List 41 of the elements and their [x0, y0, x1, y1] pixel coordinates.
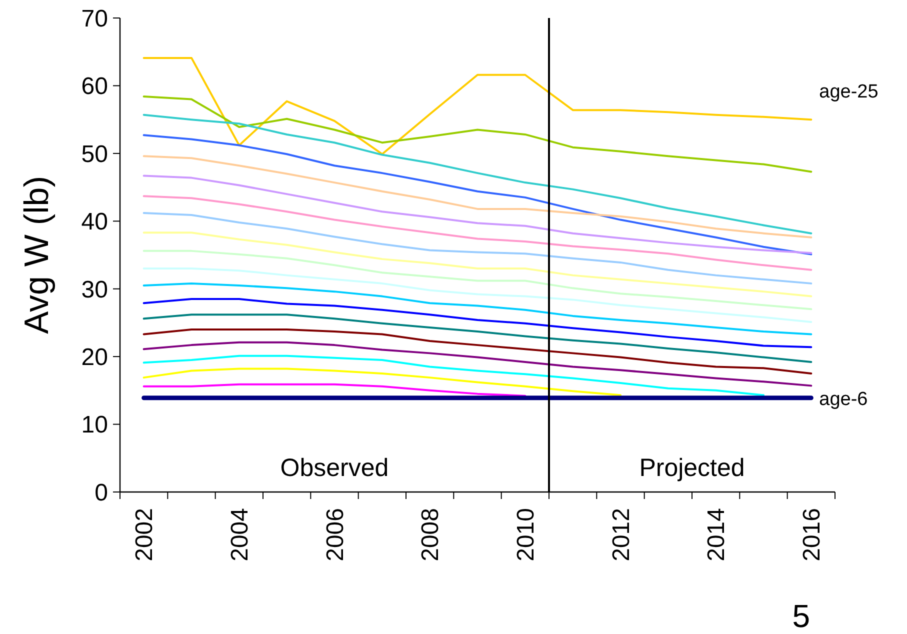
- annotation: Observed: [280, 454, 389, 482]
- series-label: age-6: [819, 388, 868, 410]
- text: 5: [792, 598, 810, 634]
- line-series: [142, 383, 526, 397]
- y-tick-label: 60: [81, 73, 108, 100]
- line-series: [142, 328, 812, 374]
- line-series: [142, 282, 812, 336]
- x-tick-label: 2008: [417, 508, 444, 562]
- line-series: [142, 114, 812, 234]
- line-series: [142, 250, 812, 310]
- line-series: [142, 368, 622, 396]
- line-series: [142, 56, 812, 156]
- y-tick-label: 0: [94, 479, 108, 506]
- series-label: age-25: [819, 82, 878, 103]
- x-tick-label: 2002: [131, 508, 158, 562]
- x-tick-label: 2016: [798, 508, 826, 562]
- y-tick-label: 10: [81, 412, 108, 439]
- line-series: [142, 268, 812, 324]
- line-series: [142, 155, 812, 238]
- annotation: Projected: [639, 454, 745, 482]
- y-tick-label: 70: [81, 5, 108, 32]
- y-tick-label: 20: [81, 344, 108, 371]
- y-axis-title: Avg W (lb): [18, 176, 56, 334]
- line-series: [142, 96, 812, 173]
- x-tick-label: 2014: [703, 508, 730, 562]
- line-series: [142, 212, 812, 284]
- line-series: [142, 195, 812, 271]
- line-series: [142, 232, 812, 298]
- line-series: [142, 354, 764, 396]
- line-series: [142, 298, 812, 348]
- x-tick-label: 2004: [226, 508, 254, 562]
- y-tick-label: 50: [81, 140, 108, 168]
- line-series: [142, 134, 812, 256]
- y-tick-label: 40: [81, 208, 108, 236]
- x-tick-label: 2012: [608, 508, 635, 562]
- line-series: [142, 174, 812, 254]
- line-series: [142, 314, 812, 363]
- x-tick-label: 2010: [512, 508, 540, 562]
- y-tick-label: 30: [81, 276, 108, 304]
- line-series: [142, 341, 812, 387]
- x-tick-label: 2006: [322, 508, 349, 562]
